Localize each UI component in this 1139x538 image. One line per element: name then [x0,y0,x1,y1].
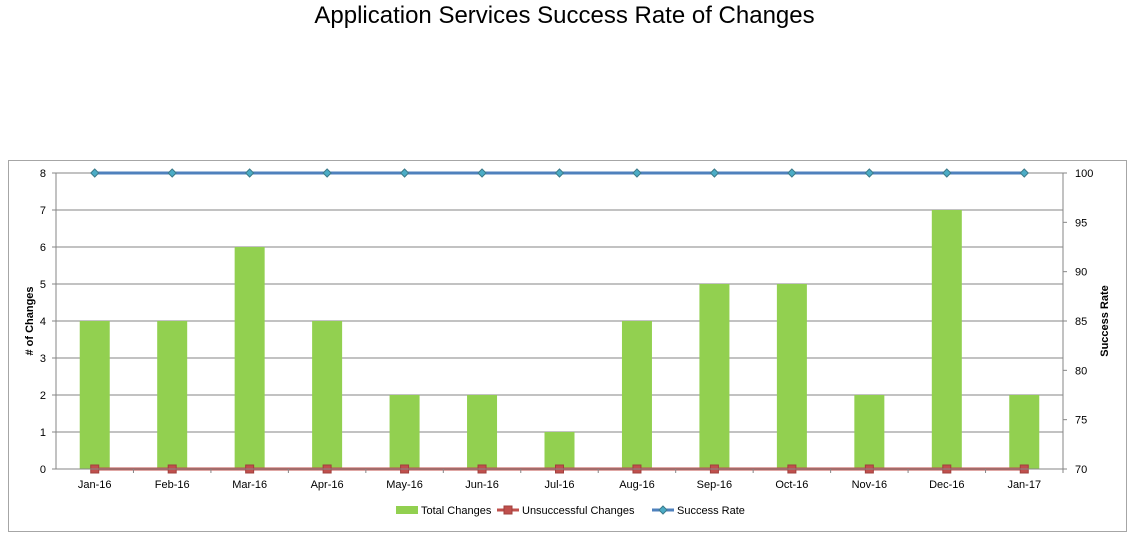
right-axis-tick-label: 70 [1075,464,1087,476]
x-axis-tick-label: Feb-16 [155,479,190,491]
x-axis-tick-label: Sep-16 [697,479,732,491]
legend: Total Changes Unsuccessful Changes Success… [396,505,745,517]
chart-title: Application Services Success Rate of Cha… [314,2,815,29]
bar [621,321,652,469]
right-axis-tick-label: 80 [1075,365,1087,377]
legend-label: Unsuccessful Changes [522,505,635,517]
right-axis-tick-label: 100 [1075,168,1093,180]
x-axis-tick-label: Aug-16 [619,479,654,491]
legend-swatch [396,506,418,514]
right-axis-tick-label: 75 [1075,415,1087,427]
legend-label: Total Changes [421,505,492,517]
data-point-marker [90,168,100,178]
data-point-marker [167,168,177,178]
left-axis-tick-label: 0 [40,464,46,476]
bars-total-changes [79,210,1040,469]
bar [79,321,110,469]
x-axis-tick-label: Jul-16 [545,479,575,491]
data-point-marker [554,168,565,178]
bar [467,395,498,469]
right-axis-tick-label: 85 [1075,316,1087,328]
left-axis-title: # of Changes [24,286,36,355]
right-axis-tick-label: 95 [1075,217,1087,229]
legend-label: Success Rate [677,505,745,517]
x-axis-tick-label: Jan-16 [78,479,112,491]
data-point-marker [477,168,487,178]
right-axis-tick-label: 90 [1075,267,1087,279]
left-axis-tick-label: 8 [40,168,46,180]
legend-marker [658,505,668,515]
x-axis-tick-label: May-16 [386,479,423,491]
bar [776,284,807,469]
left-axis-tick-label: 5 [40,279,46,291]
x-axis-tick-label: Jan-17 [1007,479,1041,491]
data-point-marker [632,168,642,178]
x-axis-tick-label: Apr-16 [311,479,344,491]
bar [854,395,885,469]
axes: 0 1 2 3 4 5 6 7 8 70 75 80 85 90 95 100 Jan-16 Feb-16 Mar-… [24,168,1111,491]
left-axis-tick-label: 4 [40,316,46,328]
data-point-marker [787,168,797,178]
left-axis-tick-label: 2 [40,390,46,402]
data-point-marker [1019,168,1029,178]
bar [389,395,420,469]
x-axis-tick-label: Dec-16 [929,479,964,491]
bar [234,247,265,469]
x-axis-tick-label: Oct-16 [775,479,808,491]
bar [157,321,188,469]
left-axis-tick-label: 3 [40,353,46,365]
right-axis-title: Success Rate [1099,285,1111,357]
x-axis-tick-label: Nov-16 [852,479,887,491]
bar [931,210,962,469]
left-axis-tick-label: 1 [40,427,46,439]
legend-marker [503,505,513,515]
left-axis-tick-label: 7 [40,205,46,217]
bar [699,284,730,469]
bar [1009,395,1040,469]
bar [544,432,575,469]
data-point-marker [322,168,332,178]
data-point-marker [942,168,952,178]
data-point-marker [244,168,255,178]
data-point-marker [864,168,875,178]
x-axis-tick-label: Jun-16 [465,479,499,491]
data-point-marker [399,168,410,178]
left-axis-tick-label: 6 [40,242,46,254]
x-axis-tick-label: Mar-16 [232,479,267,491]
bar [312,321,343,469]
gridlines [56,172,1063,470]
data-point-marker [709,168,720,178]
